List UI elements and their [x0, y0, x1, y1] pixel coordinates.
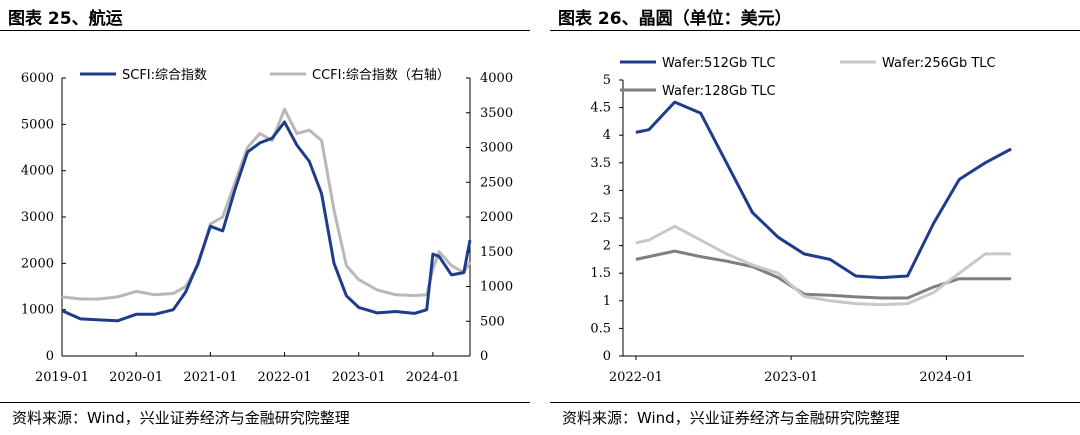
legend-label: Wafer:128Gb TLC: [662, 84, 776, 99]
y-tick-label: 0: [46, 349, 54, 364]
y-tick-label: 1000: [480, 280, 513, 295]
y-tick-label: 1: [603, 294, 611, 309]
y-tick-label: 3000: [21, 210, 54, 225]
x-tick-label: 2024-01: [919, 370, 973, 385]
y-tick-label: 2000: [480, 210, 513, 225]
divider: [550, 30, 1080, 31]
x-tick-label: 2023-01: [764, 370, 818, 385]
source-note: 资料来源：Wind，兴业证券经济与金融研究院整理: [12, 409, 350, 427]
x-tick-label: 2022-01: [609, 370, 663, 385]
x-tick-label: 2022-01: [258, 370, 312, 385]
divider: [550, 402, 1080, 403]
y-tick-label: 2.5: [590, 211, 611, 226]
y-tick-label: 2500: [480, 175, 513, 190]
y-tick-label: 500: [480, 314, 505, 329]
legend-label: SCFI:综合指数: [122, 68, 207, 83]
y-tick-label: 1500: [480, 245, 513, 260]
y-tick-label: 2: [603, 239, 611, 254]
panel-wafer: 图表 26、晶圆（单位：美元） 0 0.5 1 1.5 2 2.5 3 3.5 4 4.5 5 202…: [550, 0, 1080, 435]
legend-label: CCFI:综合指数（右轴）: [312, 68, 450, 83]
shipping-chart: 0 1000 2000 3000 4000 5000 6000 0 500 1000 1500 200…: [21, 68, 513, 385]
y-tick-label: 0.5: [590, 321, 611, 336]
wafer-chart: 0 0.5 1 1.5 2 2.5 3 3.5 4 4.5 5 2022-01 2023-01 2024-…: [590, 56, 1024, 385]
y-tick-label: 5000: [21, 117, 54, 132]
y-tick-label: 6000: [21, 71, 54, 86]
y-tick-label: 4000: [21, 164, 54, 179]
source-note: 资料来源：Wind，兴业证券经济与金融研究院整理: [562, 409, 900, 427]
divider: [0, 402, 530, 403]
y-tick-label: 1000: [21, 303, 54, 318]
y-tick-label: 3500: [480, 106, 513, 121]
y-tick-label: 4.5: [590, 101, 611, 116]
y-tick-label: 3000: [480, 141, 513, 156]
y-tick-label: 4: [603, 128, 611, 143]
series-line: [61, 107, 472, 301]
panel-shipping: 图表 25、航运 0 1000 2000 3000 4000 5000 6000 0 500 10…: [0, 0, 530, 435]
chart-title: 图表 25、航运: [8, 9, 123, 29]
x-tick-label: 2019-01: [35, 370, 89, 385]
y-tick-label: 2000: [21, 256, 54, 271]
series-line: [61, 120, 472, 323]
y-tick-label: 5: [603, 73, 611, 88]
x-tick-label: 2024-01: [406, 370, 460, 385]
series-line: [635, 100, 1012, 280]
legend-label: Wafer:512Gb TLC: [662, 56, 776, 71]
x-tick-label: 2021-01: [183, 370, 237, 385]
legend-label: Wafer:256Gb TLC: [882, 56, 996, 71]
divider: [0, 30, 530, 31]
y-tick-label: 3: [603, 183, 611, 198]
x-tick-label: 2023-01: [332, 370, 386, 385]
chart-title: 图表 26、晶圆（单位：美元）: [558, 9, 792, 29]
series-line: [635, 224, 1012, 307]
y-tick-label: 3.5: [590, 156, 611, 171]
y-tick-label: 0: [480, 349, 488, 364]
x-tick-label: 2020-01: [109, 370, 163, 385]
y-tick-label: 4000: [480, 71, 513, 86]
y-tick-label: 1.5: [590, 266, 611, 281]
y-tick-label: 0: [603, 349, 611, 364]
